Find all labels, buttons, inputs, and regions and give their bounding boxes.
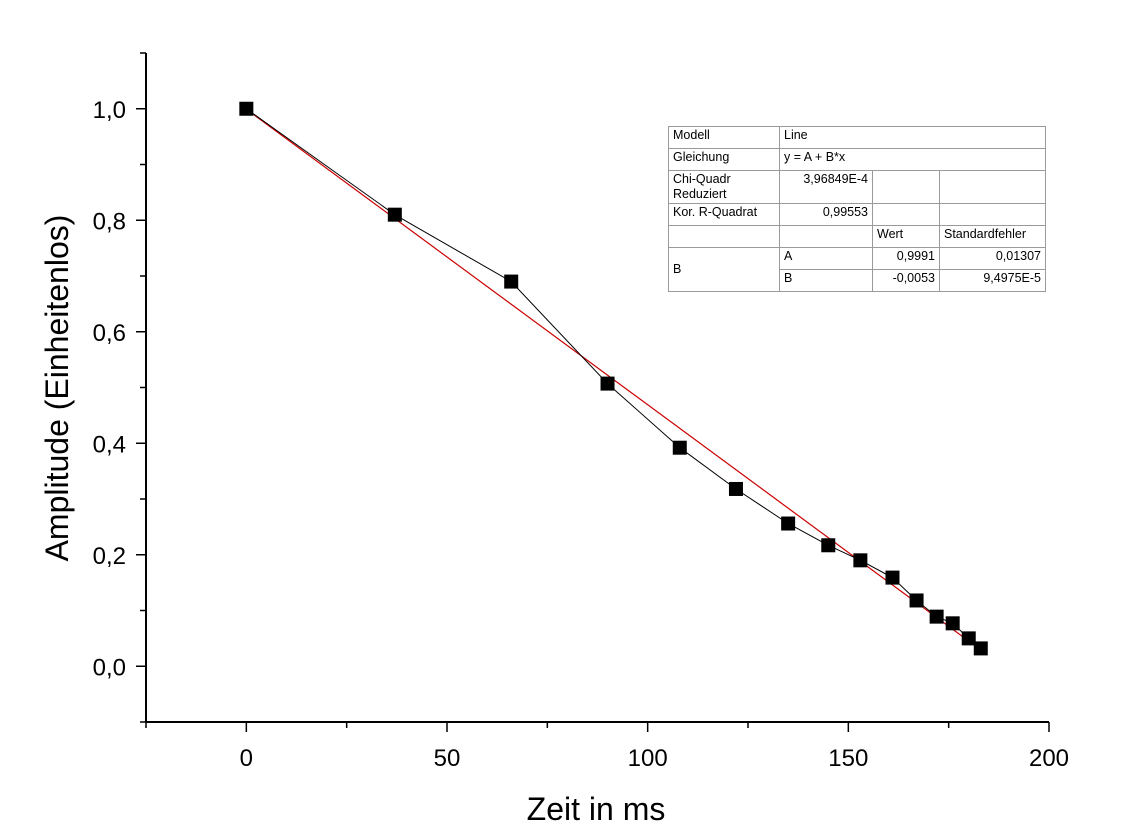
gleichung-label: Gleichung: [668, 148, 780, 171]
x-tick-label: 50: [434, 745, 461, 772]
data-point: [885, 570, 900, 585]
row-param-b: B -0,0053 9,4975E-5: [669, 269, 1046, 292]
y-tick-label: 0,8: [93, 208, 126, 235]
std-header: Standardfehler: [939, 225, 1046, 248]
chi-label-line2: Reduziert: [673, 187, 727, 201]
param-b-value: -0,0053: [872, 269, 940, 292]
header-empty-1: [668, 225, 780, 248]
header-empty-2: [779, 225, 873, 248]
x-axis-title: Zeit in ms: [527, 791, 666, 827]
row-modell: Modell Line: [668, 126, 1046, 149]
row-header: Wert Standardfehler: [668, 225, 1046, 248]
modell-label: Modell: [668, 126, 780, 149]
data-point: [600, 376, 615, 391]
r2-label: Kor. R-Quadrat: [668, 203, 780, 226]
y-axis-title: Amplitude (Einheitenlos): [39, 215, 75, 562]
x-ticks: 0 50 100 150 200: [145, 722, 1069, 772]
y-tick-label: 0,6: [93, 320, 126, 347]
row-gleichung: Gleichung y = A + B*x: [668, 148, 1046, 171]
x-tick-label: 0: [240, 745, 253, 772]
data-point: [973, 641, 988, 656]
y-tick-label: 0,4: [93, 431, 126, 458]
x-tick-label: 100: [628, 745, 668, 772]
data-point: [387, 207, 402, 222]
wert-header: Wert: [872, 225, 940, 248]
chi-label: Chi-Quadr Reduziert: [668, 170, 780, 204]
data-point: [781, 516, 796, 531]
param-b-name: B: [779, 269, 873, 292]
y-tick-label: 1,0: [93, 97, 126, 124]
param-a-name: A: [779, 247, 873, 270]
data-point: [853, 553, 868, 568]
row-chi: Chi-Quadr Reduziert 3,96849E-4: [668, 170, 1046, 204]
data-point: [929, 609, 944, 624]
data-point: [909, 593, 924, 608]
gleichung-value: y = A + B*x: [779, 148, 1046, 171]
data-point: [239, 101, 254, 116]
param-b-error: 9,4975E-5: [939, 269, 1046, 292]
y-ticks: 0,0 0,2 0,4 0,6 0,8 1,0: [93, 52, 146, 723]
row-param-a: B A 0,9991 0,01307: [668, 247, 1046, 292]
data-point: [728, 481, 743, 496]
chi-empty-2: [939, 170, 1046, 204]
chi-empty-1: [872, 170, 940, 204]
modell-value: Line: [779, 126, 1046, 149]
y-tick-label: 0,0: [93, 654, 126, 681]
data-point: [504, 274, 519, 289]
markers-group: [239, 101, 988, 656]
x-tick-label: 150: [828, 745, 868, 772]
y-tick-label: 0,2: [93, 543, 126, 570]
chi-label-line1: Chi-Quadr: [673, 172, 731, 186]
data-point: [672, 440, 687, 455]
r2-empty-2: [939, 203, 1046, 226]
chi-value: 3,96849E-4: [779, 170, 873, 204]
r2-empty-1: [872, 203, 940, 226]
param-a-error: 0,01307: [939, 247, 1046, 270]
param-a-value: 0,9991: [872, 247, 940, 270]
r2-value: 0,99553: [779, 203, 873, 226]
x-tick-label: 200: [1029, 745, 1069, 772]
row-r2: Kor. R-Quadrat 0,99553: [668, 203, 1046, 226]
fit-results-table: Modell Line Gleichung y = A + B*x Chi-Qu…: [668, 126, 1046, 292]
data-point: [945, 616, 960, 631]
group-label: B: [668, 247, 780, 292]
data-point: [961, 631, 976, 646]
data-point: [821, 538, 836, 553]
